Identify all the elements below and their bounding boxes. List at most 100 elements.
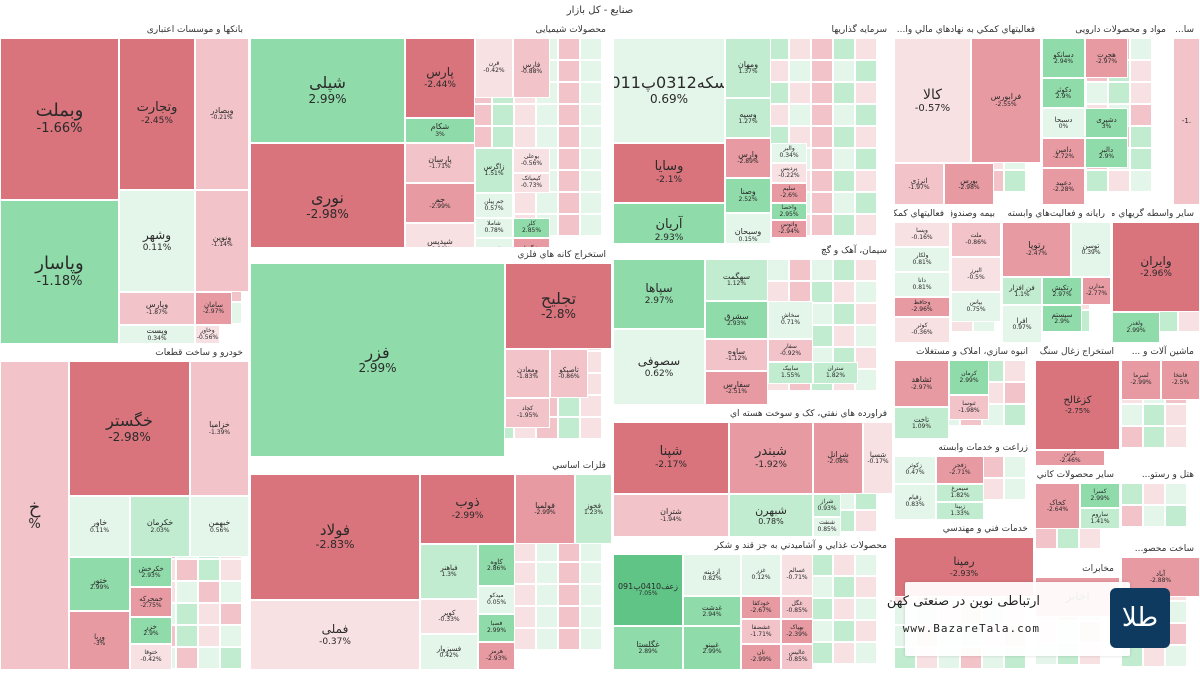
- minor-stock-tile[interactable]: [811, 620, 833, 642]
- minor-stock-tile[interactable]: [580, 395, 602, 417]
- minor-stock-tile[interactable]: [198, 647, 220, 669]
- stock-tile[interactable]: وآتوس -2.94%: [771, 220, 807, 238]
- minor-stock-tile[interactable]: [492, 126, 514, 148]
- stock-tile[interactable]: خبهمن 0.56%: [190, 496, 249, 557]
- minor-stock-tile[interactable]: [220, 625, 242, 647]
- minor-stock-tile[interactable]: [1004, 456, 1026, 478]
- minor-stock-tile[interactable]: [492, 104, 514, 126]
- sector-label[interactable]: ساير محصولات کاني ...: [1035, 467, 1120, 483]
- stock-tile[interactable]: زاگرس 1.51%: [475, 148, 513, 193]
- minor-stock-tile[interactable]: [1130, 170, 1152, 192]
- minor-stock-tile[interactable]: [833, 576, 855, 598]
- minor-stock-tile[interactable]: [220, 603, 242, 625]
- stock-tile[interactable]: دانا 0.81%: [894, 272, 950, 297]
- minor-stock-tile[interactable]: [833, 126, 855, 148]
- stock-tile[interactable]: رتوپا -2.47%: [1002, 222, 1071, 277]
- minor-stock-tile[interactable]: [1143, 505, 1165, 527]
- minor-stock-tile[interactable]: [833, 170, 855, 192]
- minor-stock-tile[interactable]: [176, 581, 198, 603]
- stock-tile[interactable]: بوعلی -0.56%: [513, 148, 550, 173]
- minor-stock-tile[interactable]: [811, 325, 833, 347]
- minor-stock-tile[interactable]: [789, 281, 811, 303]
- sector-label[interactable]: استخراج کانه هاي فلزي: [250, 247, 612, 263]
- minor-stock-tile[interactable]: [833, 554, 855, 576]
- stock-tile[interactable]: خزامیا -1.39%: [190, 361, 249, 496]
- minor-stock-tile[interactable]: [833, 148, 855, 170]
- sector-label[interactable]: فلزات اساسي: [250, 458, 612, 474]
- minor-stock-tile[interactable]: [1130, 148, 1152, 170]
- minor-stock-tile[interactable]: [855, 38, 877, 60]
- minor-stock-tile[interactable]: [558, 584, 580, 606]
- stock-tile[interactable]: هجرت -2.97%: [1085, 38, 1128, 78]
- stock-tile[interactable]: خگستر -2.98%: [69, 361, 190, 496]
- minor-stock-tile[interactable]: [536, 104, 558, 126]
- minor-stock-tile[interactable]: [982, 456, 1004, 478]
- minor-stock-tile[interactable]: [855, 598, 877, 620]
- stock-tile[interactable]: دامین -2.72%: [1042, 138, 1085, 168]
- stock-tile[interactable]: کربن -2.46%: [1035, 450, 1105, 466]
- stock-tile[interactable]: ثنوسا -1.98%: [949, 395, 989, 420]
- minor-stock-tile[interactable]: [833, 281, 855, 303]
- minor-stock-tile[interactable]: [789, 60, 811, 82]
- stock-tile[interactable]: سفارس -2.51%: [705, 371, 768, 405]
- minor-stock-tile[interactable]: [811, 192, 833, 214]
- stock-tile[interactable]: عالیس -0.85%: [781, 644, 813, 670]
- stock-tile[interactable]: فباهنر 1.3%: [420, 544, 478, 599]
- stock-tile[interactable]: خودکفا -2.67%: [741, 596, 781, 619]
- minor-stock-tile[interactable]: [789, 38, 811, 60]
- stock-tile[interactable]: شراز 0.93%: [813, 494, 841, 517]
- minor-stock-tile[interactable]: [176, 559, 198, 581]
- stock-tile[interactable]: ثشاهد -2.97%: [894, 360, 949, 407]
- minor-stock-tile[interactable]: [811, 214, 833, 236]
- stock-tile[interactable]: ختوقا -0.42%: [130, 644, 172, 670]
- stock-tile[interactable]: شنفت 0.85%: [813, 517, 841, 537]
- minor-stock-tile[interactable]: [1165, 404, 1187, 426]
- stock-tile[interactable]: غگلستا 2.89%: [613, 626, 683, 670]
- stock-tile[interactable]: فسبزوار 0.42%: [420, 634, 478, 670]
- stock-tile[interactable]: پردیس -0.22%: [771, 163, 807, 183]
- minor-stock-tile[interactable]: [1165, 426, 1187, 448]
- minor-stock-tile[interactable]: [811, 148, 833, 170]
- sector-label[interactable]: استخراج زغال سنگ: [1035, 344, 1120, 360]
- minor-stock-tile[interactable]: [558, 126, 580, 148]
- minor-stock-tile[interactable]: [536, 606, 558, 628]
- minor-stock-tile[interactable]: [536, 628, 558, 650]
- stock-tile[interactable]: هرمز -2.93%: [478, 642, 515, 670]
- stock-tile[interactable]: کویر -0.33%: [420, 599, 478, 634]
- sector-label[interactable]: بیمه وصندوق بازنشستگي: [951, 206, 1001, 222]
- minor-stock-tile[interactable]: [811, 642, 833, 664]
- minor-stock-tile[interactable]: [1121, 404, 1143, 426]
- minor-stock-tile[interactable]: [176, 603, 198, 625]
- minor-stock-tile[interactable]: [580, 562, 602, 584]
- minor-stock-tile[interactable]: [198, 559, 220, 581]
- minor-stock-tile[interactable]: [811, 60, 833, 82]
- stock-tile[interactable]: سخاش 0.71%: [768, 301, 813, 339]
- minor-stock-tile[interactable]: [833, 214, 855, 236]
- stock-tile[interactable]: زفجر -2.71%: [936, 456, 984, 484]
- sector-label[interactable]: محصولات شیمیایی: [250, 22, 612, 38]
- sector-label[interactable]: فعالیتهاي کمکي به نهادهاي مالي واسط: [894, 206, 950, 222]
- stock-tile[interactable]: ولکار 0.81%: [894, 247, 950, 272]
- minor-stock-tile[interactable]: [558, 148, 580, 170]
- minor-stock-tile[interactable]: [1079, 527, 1101, 549]
- stock-tile[interactable]: -1.: [1173, 38, 1200, 205]
- minor-stock-tile[interactable]: [1143, 483, 1165, 505]
- minor-stock-tile[interactable]: [855, 510, 877, 532]
- minor-stock-tile[interactable]: [580, 82, 602, 104]
- stock-tile[interactable]: ساروم 1.41%: [1080, 508, 1120, 529]
- minor-stock-tile[interactable]: [580, 417, 602, 439]
- minor-stock-tile[interactable]: [580, 628, 602, 650]
- stock-tile[interactable]: خ%: [0, 361, 69, 670]
- minor-stock-tile[interactable]: [514, 192, 536, 214]
- stock-tile[interactable]: ذوب -2.99%: [420, 474, 515, 544]
- stock-tile[interactable]: کزغالح -2.75%: [1035, 360, 1120, 450]
- minor-stock-tile[interactable]: [833, 60, 855, 82]
- minor-stock-tile[interactable]: [1004, 404, 1026, 426]
- minor-stock-tile[interactable]: [833, 38, 855, 60]
- minor-stock-tile[interactable]: [1121, 426, 1143, 448]
- stock-tile[interactable]: بهپاک -2.39%: [781, 619, 813, 644]
- stock-tile[interactable]: مدارن -2.77%: [1082, 277, 1111, 305]
- stock-tile[interactable]: کالا -0.57%: [894, 38, 971, 163]
- stock-tile[interactable]: میدکو 0.05%: [478, 586, 515, 614]
- stock-tile[interactable]: خمحرکه -2.75%: [130, 587, 172, 617]
